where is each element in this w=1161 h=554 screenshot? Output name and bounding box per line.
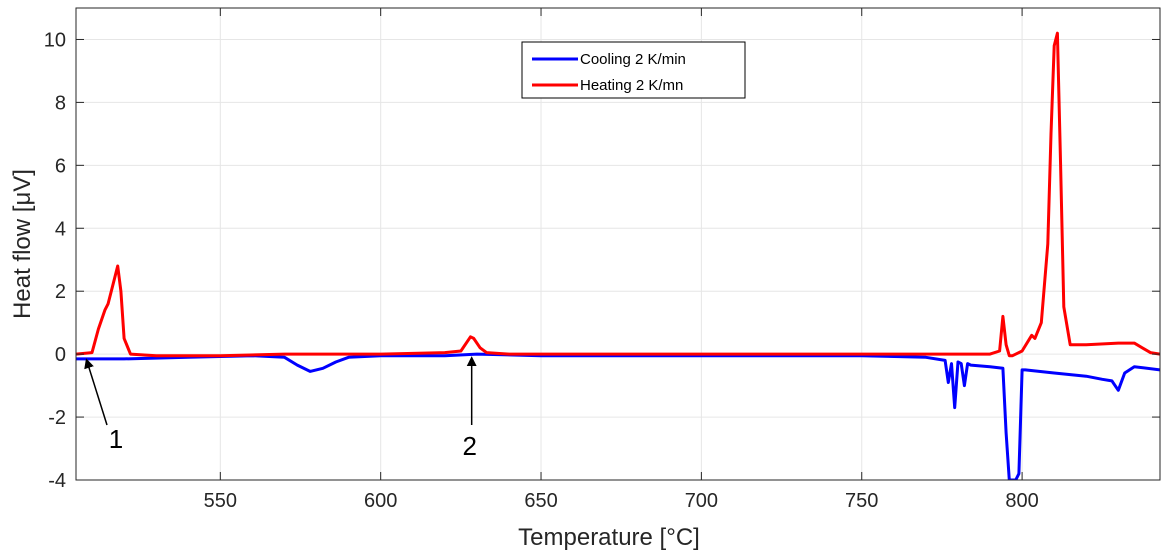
y-tick-label: 10	[44, 29, 66, 51]
cooling-series-line	[76, 352, 1160, 480]
series-layer	[76, 31, 1160, 480]
x-tick-label: 750	[845, 490, 878, 512]
x-tick-label: 550	[204, 490, 237, 512]
heating-series-line	[76, 31, 1160, 358]
legend: Cooling 2 K/min Heating 2 K/mn	[521, 41, 746, 99]
legend-label-cooling: Cooling 2 K/min	[580, 51, 686, 68]
y-tick-label: -2	[48, 407, 66, 429]
y-tick-label: 0	[55, 344, 66, 366]
y-tick-label: -4	[48, 470, 66, 492]
axis-ticks: 550 600 650 700 750 800 -4 -2 0 2 4 6 8 10	[44, 8, 1160, 512]
x-tick-label: 650	[524, 490, 557, 512]
y-tick-label: 6	[55, 155, 66, 177]
y-tick-label: 8	[55, 92, 66, 114]
y-axis-label: Heat flow [μV]	[9, 169, 36, 319]
annotation-label-1: 1	[109, 424, 123, 454]
annotation-arrow-1	[84, 358, 108, 426]
y-tick-label: 2	[55, 281, 66, 303]
plot-frame	[75, 7, 1161, 481]
legend-label-heating: Heating 2 K/mn	[580, 77, 683, 94]
x-tick-label: 600	[364, 490, 397, 512]
annotation-label-2: 2	[462, 431, 476, 461]
x-axis-label: Temperature [°C]	[518, 524, 700, 551]
x-tick-label: 800	[1005, 490, 1038, 512]
x-tick-label: 700	[685, 490, 718, 512]
y-tick-label: 4	[55, 218, 66, 240]
legend-box	[521, 41, 746, 99]
